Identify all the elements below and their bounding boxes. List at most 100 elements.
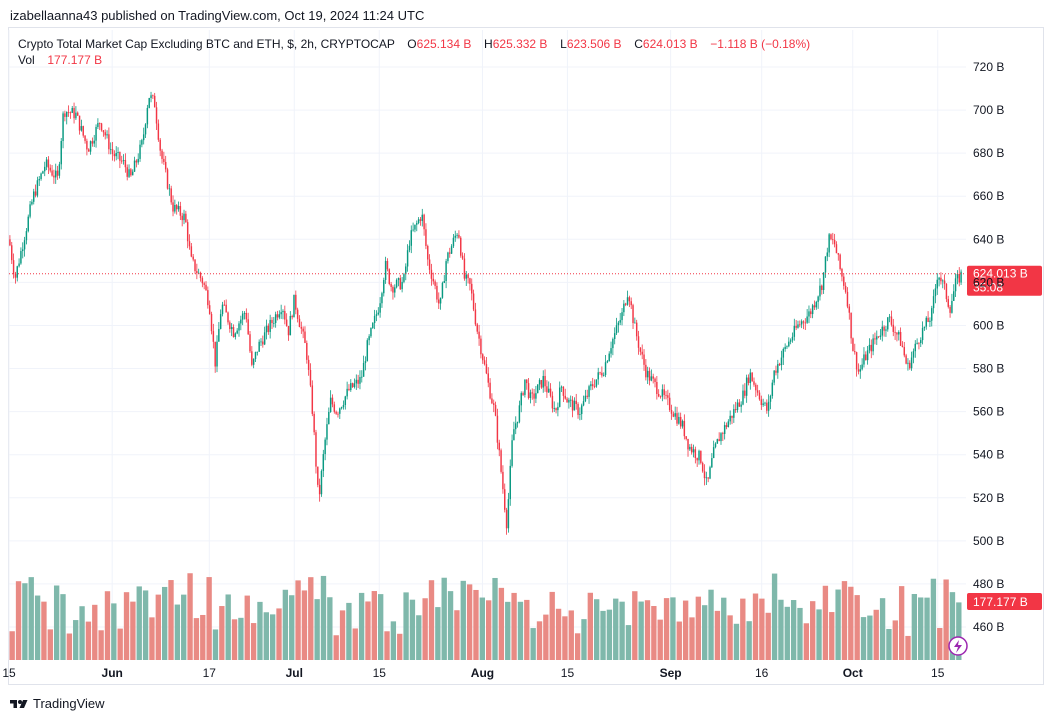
- candle-body: [146, 107, 149, 125]
- candle-body: [401, 281, 403, 290]
- candle-body: [130, 169, 132, 176]
- volume-bar: [752, 593, 759, 660]
- volume-bar: [104, 591, 111, 660]
- candle-body: [777, 364, 779, 373]
- volume-bar: [625, 625, 632, 660]
- volume-bar: [346, 602, 352, 660]
- legend-change: −1.118 B (−0.18%): [710, 37, 811, 51]
- volume-bar: [854, 595, 860, 660]
- candle-body: [31, 201, 33, 205]
- volume-bar: [848, 586, 854, 660]
- volume-bar: [879, 598, 886, 660]
- candle-body: [954, 278, 957, 292]
- candle-body: [648, 370, 651, 381]
- candle-body: [271, 319, 273, 324]
- volume-bar: [568, 610, 574, 660]
- candle-body: [621, 312, 623, 321]
- legend-high-label: H: [484, 37, 493, 51]
- candle-body: [42, 171, 44, 174]
- x-tick-label: 15: [561, 666, 575, 680]
- candle-body: [229, 322, 231, 329]
- volume-bar: [498, 587, 505, 660]
- candle-body: [667, 395, 669, 398]
- volume-bar: [117, 628, 123, 660]
- candle-body: [923, 326, 926, 328]
- candle-body: [469, 278, 471, 284]
- candle-body: [252, 358, 255, 365]
- volume-bar: [257, 601, 263, 660]
- candle-body: [58, 164, 61, 176]
- x-tick-label: 15: [373, 666, 387, 680]
- candle-body: [885, 329, 887, 331]
- volume-bar: [244, 595, 250, 660]
- volume-bar: [530, 628, 536, 660]
- tradingview-brand[interactable]: TradingView: [10, 696, 105, 711]
- legend-close-value: 624.013 B: [642, 37, 698, 51]
- volume-bar: [206, 577, 212, 660]
- candle-body: [361, 376, 363, 378]
- legend-symbol[interactable]: Crypto Total Market Cap Excluding BTC an…: [18, 37, 395, 51]
- volume-bar: [225, 594, 231, 660]
- candle-body: [115, 153, 117, 157]
- legend-open-value: 625.134 B: [416, 37, 472, 51]
- candle-body: [254, 352, 257, 359]
- candle-body: [887, 317, 889, 330]
- candle-body: [106, 134, 108, 136]
- volume-bar: [447, 591, 454, 660]
- last-volume-badge: [967, 593, 1042, 610]
- candle-body: [333, 404, 336, 412]
- candle-body: [274, 314, 277, 323]
- volume-bar: [898, 586, 905, 660]
- x-tick-label: 15: [2, 666, 16, 680]
- candle-body: [14, 274, 17, 278]
- candle-body: [597, 372, 599, 380]
- publisher-line: izabellaanna43 published on TradingView.…: [10, 8, 425, 23]
- candle-body: [612, 339, 614, 349]
- candle-body: [744, 390, 746, 396]
- candle-body: [249, 334, 251, 352]
- candle-body: [839, 254, 841, 269]
- candle-body: [804, 322, 807, 324]
- candle-body: [663, 389, 665, 395]
- volume-bar: [581, 619, 587, 660]
- candle-body: [700, 450, 702, 463]
- volume-bar: [66, 633, 73, 660]
- candle-body: [848, 306, 851, 313]
- candle-body: [577, 404, 579, 415]
- volume-bar: [289, 595, 295, 660]
- candle-body: [152, 95, 154, 97]
- candle-body: [881, 326, 884, 336]
- candle-body: [797, 324, 799, 328]
- candle-body: [958, 274, 960, 283]
- volume-bar: [53, 585, 60, 660]
- candle-body: [344, 396, 347, 405]
- candlesticks: [9, 91, 962, 535]
- candle-body: [888, 316, 891, 318]
- volume-bar: [943, 579, 949, 660]
- candle-body: [833, 239, 836, 245]
- candle-body: [483, 360, 486, 365]
- candle-body: [293, 294, 295, 318]
- candle-body: [73, 108, 75, 119]
- candle-body: [432, 278, 435, 282]
- y-tick-label: 460 B: [973, 620, 1004, 634]
- tradingview-logo-icon: [10, 699, 28, 708]
- candle-body: [874, 338, 876, 340]
- candle-body: [331, 397, 334, 405]
- candle-body: [571, 399, 574, 411]
- candle-body: [910, 357, 913, 369]
- volume-bar: [778, 599, 784, 660]
- candle-body: [764, 402, 766, 404]
- candle-body: [808, 311, 810, 317]
- volume-bar: [930, 578, 937, 660]
- candle-body: [100, 123, 103, 131]
- candle-body: [324, 439, 326, 455]
- candle-body: [502, 471, 504, 490]
- candle-body: [590, 384, 592, 387]
- legend-vol-label[interactable]: Vol: [18, 53, 35, 67]
- volume-bar: [479, 597, 485, 660]
- candle-body: [465, 274, 467, 279]
- volume-bar: [956, 602, 962, 660]
- volume-bar: [594, 599, 600, 660]
